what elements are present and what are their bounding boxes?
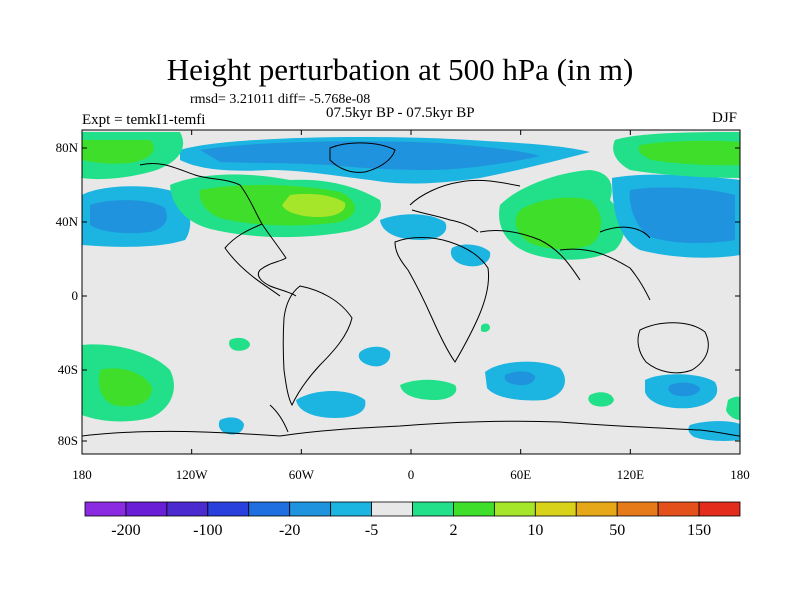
contour-neg-mideast bbox=[450, 244, 491, 267]
colorbar-segment bbox=[657, 501, 700, 517]
colorbar-label: -100 bbox=[193, 522, 222, 539]
colorbar-label: 2 bbox=[449, 522, 457, 539]
colorbar-segment bbox=[248, 501, 291, 517]
rmsd-diff-text: rmsd= 3.21011 diff= -5.768e-08 bbox=[190, 92, 371, 107]
contour-pos-s-atlantic bbox=[400, 379, 457, 400]
coast-europe bbox=[409, 179, 521, 233]
coast-antarctica bbox=[82, 420, 740, 437]
contour-pos-south-pacific-core bbox=[98, 368, 152, 407]
coast-greenland bbox=[329, 142, 396, 173]
contour-neg-s-aus-core bbox=[668, 382, 700, 397]
lon-tick-label: 0 bbox=[408, 467, 415, 482]
lat-tick-label: 40N bbox=[56, 214, 79, 229]
contour-neg-s-atlantic-a bbox=[358, 346, 391, 367]
lat-tick-label: 80S bbox=[58, 433, 78, 448]
lon-tick-label: 180 bbox=[72, 467, 92, 482]
colorbar-segment bbox=[412, 501, 454, 517]
colorbar-segment bbox=[207, 501, 250, 517]
experiment-label: Expt = temkI1-temfi bbox=[82, 112, 206, 128]
coastlines bbox=[82, 142, 740, 437]
contour-pos-nw-core bbox=[82, 140, 154, 164]
colorbar-segment bbox=[84, 501, 127, 517]
contour-pos-s-indian bbox=[588, 392, 614, 407]
colorbar-segment bbox=[698, 501, 741, 517]
colorbar-label: -200 bbox=[111, 522, 140, 539]
contour-pos-ne-core bbox=[638, 140, 740, 166]
coast-antarctic-peninsula bbox=[269, 404, 289, 433]
contour-pos-africa-small bbox=[481, 323, 490, 332]
colorbar-segment bbox=[330, 501, 372, 517]
colorbar-segment bbox=[125, 501, 168, 517]
lat-tick-label: 80N bbox=[56, 140, 79, 155]
plot-title: Height perturbation at 500 hPa (in m) bbox=[166, 52, 634, 87]
longitude-axis: 180 120W 60W 0 60E 120E 180 bbox=[72, 130, 750, 482]
latitude-axis: 80N 40N 0 40S 80S bbox=[56, 140, 740, 448]
lon-tick-label: 60W bbox=[289, 467, 315, 482]
colorbar-segment bbox=[616, 501, 659, 517]
coast-africa bbox=[394, 237, 489, 363]
period-label: 07.5kyr BP - 07.5kyr BP bbox=[326, 105, 475, 121]
colorbar: -200 -100 -20 -5 2 10 50 150 bbox=[84, 501, 741, 539]
contour-neg-s-atlantic-b bbox=[296, 391, 366, 418]
contour-neg-north-pacific-core bbox=[90, 200, 167, 234]
colorbar-segment bbox=[453, 501, 495, 517]
colorbar-label: 10 bbox=[527, 522, 543, 539]
colorbar-label: 150 bbox=[687, 522, 711, 539]
contour-neg-europe bbox=[380, 214, 447, 240]
season-label: DJF bbox=[712, 110, 738, 126]
lat-tick-label: 40S bbox=[58, 362, 78, 377]
colorbar-segment bbox=[289, 501, 332, 517]
colorbar-label: -20 bbox=[279, 522, 300, 539]
coast-north-america bbox=[139, 162, 297, 297]
colorbar-segment bbox=[371, 501, 413, 517]
coast-australia bbox=[637, 322, 709, 374]
lat-tick-label: 0 bbox=[72, 288, 79, 303]
contour-neg-north-core bbox=[200, 141, 540, 170]
lon-tick-label: 120W bbox=[176, 467, 209, 482]
lon-tick-label: 180 bbox=[730, 467, 750, 482]
contour-neg-s-indian-core bbox=[504, 371, 536, 386]
colorbar-segment bbox=[493, 501, 536, 517]
colorbar-segment bbox=[166, 501, 209, 517]
contour-neg-ne-asia-core bbox=[629, 187, 735, 244]
perturbation-field bbox=[82, 130, 740, 454]
lon-tick-label: 60E bbox=[510, 467, 531, 482]
contour-pos-se bbox=[726, 396, 740, 420]
contour-pos-north-america-core bbox=[282, 193, 346, 217]
coast-central-america bbox=[224, 223, 281, 297]
colorbar-segment bbox=[575, 501, 618, 517]
colorbar-label: -5 bbox=[365, 522, 378, 539]
contour-neg-antarctic-b bbox=[688, 421, 740, 441]
contour-neg-antarctic-a bbox=[218, 417, 244, 435]
colorbar-segment bbox=[534, 501, 577, 517]
lon-tick-label: 120E bbox=[617, 467, 645, 482]
coast-asia bbox=[479, 226, 651, 301]
contour-pos-south-pacific-2 bbox=[229, 337, 250, 351]
colorbar-label: 50 bbox=[609, 522, 625, 539]
coast-south-america bbox=[282, 285, 353, 407]
contour-pos-asia-core bbox=[515, 197, 602, 250]
